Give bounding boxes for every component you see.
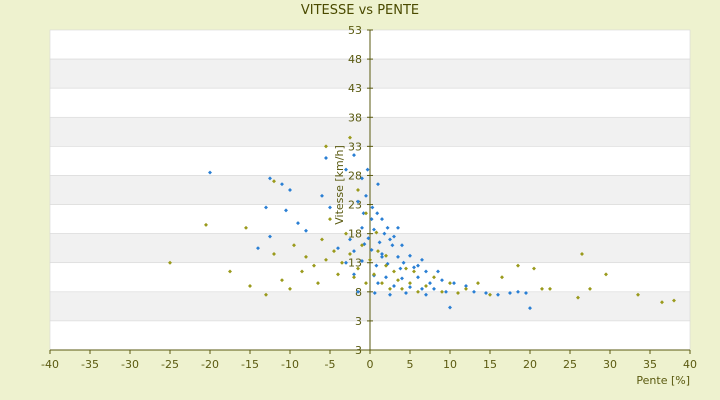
y-tick-label: 23 xyxy=(348,199,362,212)
data-point xyxy=(369,217,374,222)
data-point xyxy=(365,167,370,172)
data-point xyxy=(528,306,532,311)
data-point xyxy=(208,170,212,175)
x-tick-label: -40 xyxy=(41,358,59,371)
data-point xyxy=(369,247,374,252)
data-point xyxy=(352,249,356,254)
data-point xyxy=(372,272,376,277)
y-tick-label: 48 xyxy=(348,53,362,66)
data-point xyxy=(580,252,584,256)
data-point xyxy=(352,272,356,277)
data-point xyxy=(336,272,340,277)
data-point xyxy=(304,228,308,233)
x-tick-label: 5 xyxy=(407,358,414,371)
y-tick-label: 3 xyxy=(355,315,362,328)
data-point xyxy=(256,246,260,251)
x-tick-label: -35 xyxy=(81,358,99,371)
data-point xyxy=(300,269,304,274)
data-point xyxy=(280,182,284,187)
data-point xyxy=(392,269,396,274)
y-tick-label: 43 xyxy=(348,82,362,95)
x-tick-label: 25 xyxy=(563,358,577,371)
data-point xyxy=(248,284,252,288)
y-axis-label: Vitesse [km/h] xyxy=(333,145,346,225)
x-tick-label: 40 xyxy=(683,358,697,371)
x-tick-label: 30 xyxy=(603,358,617,371)
data-point xyxy=(336,246,340,251)
chart-title: VITESSE vs PENTE xyxy=(301,3,419,18)
data-point xyxy=(412,269,416,274)
x-tick-label: 10 xyxy=(443,358,457,371)
data-point xyxy=(604,272,608,277)
x-tick-label: 20 xyxy=(523,358,537,371)
y-tick-label: 13 xyxy=(348,257,362,270)
data-point xyxy=(376,182,380,187)
data-point xyxy=(375,211,380,216)
data-point xyxy=(228,269,232,274)
data-point xyxy=(356,199,360,204)
x-tick-label: -5 xyxy=(325,358,336,371)
y-tick-label: 33 xyxy=(348,140,362,153)
y-tick-label: 38 xyxy=(348,111,362,124)
data-point xyxy=(168,260,172,265)
data-point xyxy=(380,217,384,222)
x-tick-label: -25 xyxy=(161,358,179,371)
data-point xyxy=(660,300,664,305)
data-point xyxy=(204,222,208,227)
data-point xyxy=(382,231,387,236)
x-tick-label: -30 xyxy=(121,358,139,371)
y-tick-label: 28 xyxy=(348,169,362,182)
data-point xyxy=(244,225,248,230)
y-tick-label: 53 xyxy=(348,24,362,37)
data-point xyxy=(374,230,379,235)
x-tick-label: 15 xyxy=(483,358,497,371)
x-tick-label: 0 xyxy=(367,358,374,371)
data-point xyxy=(344,167,348,172)
y-tick-label: 3 xyxy=(355,344,362,357)
x-tick-label: -10 xyxy=(281,358,299,371)
data-point xyxy=(448,305,452,310)
y-tick-label: 18 xyxy=(348,228,362,241)
x-tick-labels: -40 -35 -30 -25 -20 -15 -10 -5 0 5 10 15 20 25 30 35 40 xyxy=(41,350,697,371)
data-point xyxy=(332,249,336,254)
data-point xyxy=(436,269,440,274)
data-point xyxy=(348,135,352,140)
x-tick-label: -15 xyxy=(241,358,259,371)
data-point xyxy=(344,231,348,236)
plot-bands xyxy=(49,29,691,351)
x-tick-label: -20 xyxy=(201,358,219,371)
data-point xyxy=(376,249,380,254)
data-point xyxy=(424,269,428,274)
data-point xyxy=(328,217,332,222)
x-axis-label: Pente [%] xyxy=(636,374,690,387)
x-tick-label: 35 xyxy=(643,358,657,371)
data-point xyxy=(352,153,356,158)
